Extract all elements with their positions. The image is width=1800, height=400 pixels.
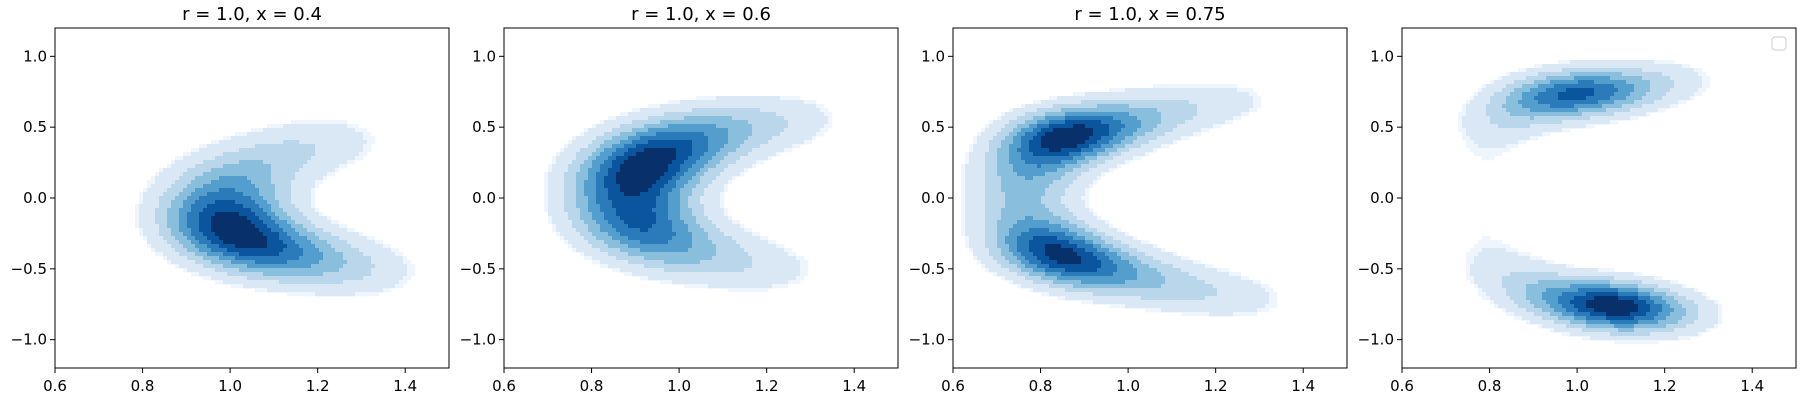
y-tick-label: −0.5 (909, 260, 945, 278)
x-tick-label: 0.6 (1390, 377, 1414, 395)
x-tick-label: 1.4 (842, 377, 866, 395)
x-tick-label: 1.4 (393, 377, 417, 395)
x-tick-label: 0.8 (131, 377, 155, 395)
y-tick-label: 0.5 (472, 118, 496, 136)
x-tick-label: 0.8 (580, 377, 604, 395)
x-tick-label: 1.0 (218, 377, 242, 395)
density-contours (961, 84, 1278, 317)
y-tick-label: −0.5 (460, 260, 496, 278)
x-tick-label: 0.8 (1029, 377, 1053, 395)
y-tick-label: −0.5 (11, 260, 47, 278)
x-tick-label: 0.6 (492, 377, 516, 395)
y-tick-label: 0.5 (921, 118, 945, 136)
y-tick-label: −1.0 (1358, 331, 1394, 349)
x-tick-label: 1.0 (1116, 377, 1140, 395)
y-tick-label: 1.0 (921, 47, 945, 65)
x-tick-label: 1.2 (755, 377, 779, 395)
legend-box (1771, 36, 1787, 51)
density-contours (544, 96, 833, 293)
y-tick-label: −1.0 (909, 331, 945, 349)
y-tick-label: −0.5 (1358, 260, 1394, 278)
subplot-1: 0.6 0.8 1.0 1.2 1.4 1.0 0.5 0.0 −0.5 −1.0 r = 1.0,… (11, 4, 450, 395)
subplot-title: r = 1.0, x = 0.75 (1074, 4, 1225, 25)
y-tick-label: 1.0 (472, 47, 496, 65)
x-tick-label: 0.6 (43, 377, 67, 395)
x-tick-label: 1.2 (306, 377, 330, 395)
x-tick-label: 1.0 (667, 377, 691, 395)
density-contours (135, 120, 416, 297)
subplot-2: 0.6 0.8 1.0 1.2 1.4 1.0 0.5 0.0 −0.5 −1.0 r = 1.0,… (460, 4, 899, 395)
subplot-4: 0.6 0.8 1.0 1.2 1.4 1.0 0.5 0.0 −0.5 −1.0 (1358, 27, 1797, 395)
y-tick-label: 0.0 (921, 189, 945, 207)
subplot-title: r = 1.0, x = 0.6 (631, 4, 771, 25)
x-tick-label: 1.2 (1204, 377, 1228, 395)
x-tick-label: 0.8 (1478, 377, 1502, 395)
y-tick-label: −1.0 (460, 331, 496, 349)
subplot-3: 0.6 0.8 1.0 1.2 1.4 1.0 0.5 0.0 −0.5 −1.0 r = 1.0,… (909, 4, 1348, 395)
y-tick-label: 0.0 (23, 189, 47, 207)
y-tick-label: 1.0 (23, 47, 47, 65)
y-tick-label: 0.5 (1370, 118, 1394, 136)
x-tick-label: 0.6 (941, 377, 965, 395)
subplot-title: r = 1.0, x = 0.4 (182, 4, 322, 25)
y-tick-label: 0.0 (472, 189, 496, 207)
x-tick-label: 1.4 (1740, 377, 1764, 395)
x-tick-label: 1.4 (1291, 377, 1315, 395)
y-tick-label: 0.0 (1370, 189, 1394, 207)
y-tick-label: 1.0 (1370, 47, 1394, 65)
density-contours (1458, 60, 1723, 345)
y-tick-label: 0.5 (23, 118, 47, 136)
y-tick-label: −1.0 (11, 331, 47, 349)
x-tick-label: 1.2 (1653, 377, 1677, 395)
x-tick-label: 1.0 (1565, 377, 1589, 395)
